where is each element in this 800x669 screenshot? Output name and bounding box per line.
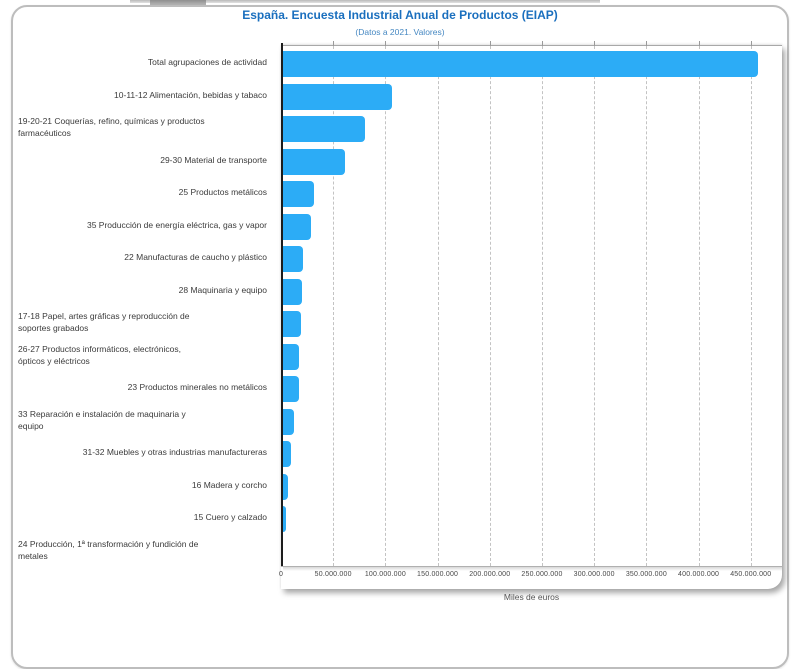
x-tick-label: 200.000.000 <box>469 571 511 578</box>
gridline <box>542 46 543 566</box>
x-tick-label: 400.000.000 <box>678 571 720 578</box>
x-tick-label: 150.000.000 <box>417 571 459 578</box>
category-label: 24 Producción, 1ª transformación y fundi… <box>18 538 199 561</box>
bar[interactable] <box>283 181 314 207</box>
category-label: 19-20-21 Coquerías, refino, químicas y p… <box>18 116 205 139</box>
gridline <box>489 46 491 566</box>
chart-subtitle: (Datos a 2021. Valores) <box>355 27 445 37</box>
bar[interactable] <box>283 148 345 175</box>
bar[interactable] <box>283 473 288 500</box>
x-tick-label: 300.000.000 <box>573 571 615 578</box>
gridline <box>594 46 596 566</box>
gridline <box>646 46 648 566</box>
x-tick-label: 350.000.000 <box>625 571 667 578</box>
category-label: 23 Productos minerales no metálicos <box>127 382 267 393</box>
x-axis-shadow <box>283 567 782 571</box>
gridline <box>750 46 752 566</box>
bar[interactable] <box>283 116 366 142</box>
bar[interactable] <box>283 213 311 240</box>
top-axis-tick <box>750 41 752 46</box>
gridline <box>698 46 700 566</box>
category-label: 35 Producción de energía eléctrica, gas … <box>86 219 267 230</box>
category-label: 10-11-12 Alimentación, bebidas y tabaco <box>114 89 267 100</box>
bar[interactable] <box>283 278 303 305</box>
top-axis-tick <box>542 41 543 46</box>
bar[interactable] <box>283 51 759 77</box>
top-axis-tick <box>437 41 439 46</box>
x-axis-title: Miles de euros <box>503 592 560 602</box>
top-edge-sliver <box>130 0 600 3</box>
bar[interactable] <box>283 343 300 370</box>
top-edge-sliver-dark <box>150 0 206 5</box>
top-axis-tick <box>489 41 491 46</box>
x-tick-label: 100.000.000 <box>364 571 406 578</box>
x-axis-line <box>281 566 782 567</box>
gridline <box>333 46 335 566</box>
top-axis-tick <box>646 41 648 46</box>
top-axis-tick <box>594 41 596 46</box>
top-axis-tick <box>385 41 387 46</box>
category-label: 29-30 Material de transporte <box>160 154 267 165</box>
y-axis-line <box>281 43 283 566</box>
category-label: 15 Cuero y calzado <box>193 512 267 523</box>
gridline <box>437 46 439 566</box>
category-label: 26-27 Productos informáticos, electrónic… <box>18 343 181 366</box>
category-label: 31-32 Muebles y otras industrias manufac… <box>82 447 267 458</box>
bar[interactable] <box>283 441 291 467</box>
category-label: Total agrupaciones de actividad <box>147 57 267 68</box>
top-axis-tick <box>698 41 700 46</box>
bar[interactable] <box>283 311 301 337</box>
category-label: 33 Reparación e instalación de maquinari… <box>18 408 186 431</box>
category-label: 28 Maquinaria y equipo <box>178 284 267 295</box>
chart-title: España. Encuesta Industrial Anual de Pro… <box>242 8 558 22</box>
category-label: 25 Productos metálicos <box>178 187 267 198</box>
top-axis-tick <box>333 41 335 46</box>
bar[interactable] <box>283 506 286 532</box>
category-label: 22 Manufacturas de caucho y plástico <box>124 252 267 263</box>
x-tick-label: 250.000.000 <box>521 571 563 578</box>
category-label: 16 Madera y corcho <box>191 479 267 490</box>
category-label: 17-18 Papel, artes gráficas y reproducci… <box>18 311 190 334</box>
x-tick-label: 450.000.000 <box>730 571 772 578</box>
bar[interactable] <box>283 246 303 272</box>
x-tick-label: 50.000.000 <box>314 571 352 578</box>
x-tick-label: 0 <box>278 571 284 578</box>
bar[interactable] <box>283 376 300 402</box>
bar[interactable] <box>283 408 295 435</box>
bar[interactable] <box>283 83 392 110</box>
gridline <box>385 46 387 566</box>
